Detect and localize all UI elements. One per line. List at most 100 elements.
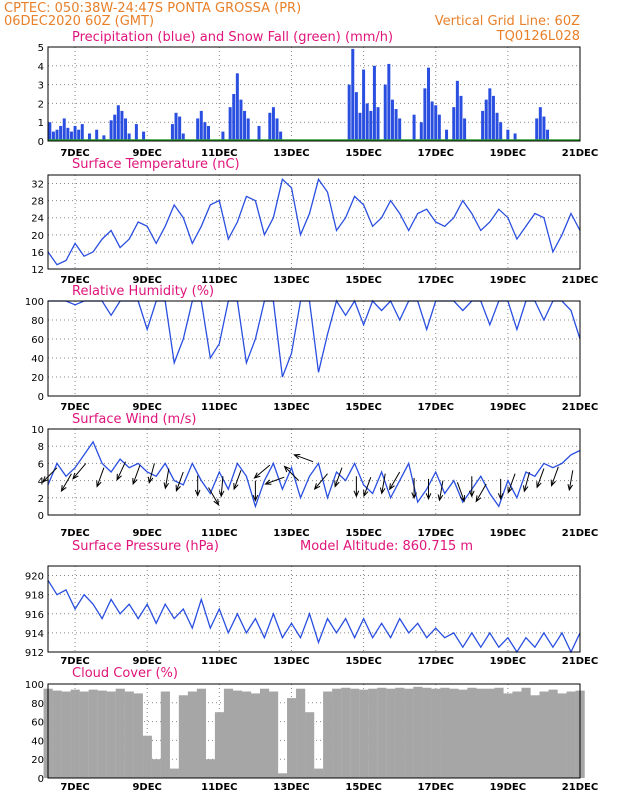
x-tick-label: 15DEC [345, 656, 381, 667]
precip-bar [87, 133, 91, 141]
wind-arrow [194, 475, 201, 497]
chart-panel-0: Precipitation (blue) and Snow Fall (gree… [38, 30, 599, 159]
precip-bar [398, 118, 402, 141]
precip-bar [362, 69, 366, 141]
cloud-bar [287, 698, 297, 778]
cloud-bar [413, 686, 423, 778]
precip-bar [538, 107, 542, 141]
x-tick-label: 21DEC [562, 528, 598, 539]
wind-arrow [313, 473, 328, 491]
cloud-bar [250, 693, 261, 778]
cloud-bar [278, 773, 288, 778]
wind-arrow [293, 454, 314, 463]
wind-arrow [363, 476, 372, 498]
wind-arrow [96, 467, 105, 488]
cloud-bar [88, 689, 98, 778]
x-tick-label: 11DEC [201, 528, 237, 539]
y-tick-label: 8 [38, 442, 44, 453]
precip-bar [463, 118, 467, 141]
x-tick-label: 9DEC [132, 402, 161, 413]
y-tick-label: 28 [31, 197, 44, 208]
precip-bar [376, 107, 380, 141]
precip-bar [203, 122, 207, 141]
chart-panel-4: Surface Pressure (hPa) Model Altitude: 86… [25, 539, 598, 667]
cloud-bar [566, 691, 576, 778]
wind-arrow [60, 473, 72, 493]
plot-frame [47, 300, 581, 397]
precip-bar [134, 124, 138, 141]
precip-bar [170, 124, 174, 141]
cloud-bar [205, 759, 216, 778]
x-tick-label: 7DEC [60, 402, 89, 413]
precip-bar [95, 129, 99, 141]
y-tick-label: 5 [38, 43, 44, 54]
precip-bar [174, 112, 178, 141]
precip-bar [499, 122, 503, 141]
cloud-bar [557, 693, 567, 778]
precip-bar [546, 129, 550, 141]
precip-bar [243, 110, 247, 141]
y-tick-label: 40 [31, 736, 44, 747]
precip-bar [423, 88, 427, 141]
wind-arrow [353, 476, 360, 498]
precip-bar [232, 94, 236, 141]
cloud-bar [97, 690, 107, 778]
precip-bar [181, 133, 185, 141]
x-tick-label: 21DEC [562, 275, 598, 286]
precip-bar [455, 80, 459, 141]
wind-arrow [163, 468, 170, 490]
cloud-bar [341, 687, 351, 778]
wind-arrow [456, 482, 466, 503]
cloud-bar [404, 688, 414, 778]
cloud-bar [368, 688, 378, 778]
precip-bar [69, 131, 73, 141]
precip-bar [354, 92, 358, 141]
wind-arrow [411, 478, 417, 500]
y-tick-label: 4 [38, 62, 44, 73]
x-tick-label: 7DEC [60, 528, 89, 539]
chart-title: Surface Wind (m/s) [72, 412, 196, 427]
wind-arrow [264, 476, 285, 485]
precip-bar [127, 133, 131, 141]
chart-subtitle: Model Altitude: 860.715 m [300, 539, 473, 554]
x-tick-label: 13DEC [273, 528, 309, 539]
cloud-bar [449, 688, 459, 778]
series-line [47, 579, 581, 654]
precip-bar [246, 118, 250, 141]
wind-arrow [507, 473, 516, 494]
wind-arrow [41, 467, 58, 483]
wind-arrow [132, 464, 141, 486]
x-tick-label: 21DEC [562, 148, 598, 159]
wind-arrow [536, 468, 545, 489]
precip-bar [207, 125, 211, 141]
precip-bar [369, 110, 373, 141]
cloud-bar [115, 688, 125, 778]
wind-arrow [425, 478, 432, 501]
precip-bar [66, 127, 70, 141]
cloud-bar [467, 687, 477, 778]
y-tick-label: 100 [25, 680, 44, 691]
cloud-bar [151, 759, 161, 778]
precip-bar [142, 131, 146, 141]
wind-arrow [497, 478, 504, 501]
y-tick-label: 80 [31, 316, 44, 327]
cloud-bar [142, 735, 152, 778]
precip-bar [55, 129, 59, 141]
precip-bar [120, 110, 124, 141]
cloud-bar [241, 691, 252, 778]
x-tick-label: 11DEC [201, 656, 237, 667]
header-grid-note: Vertical Grid Line: 60Z [435, 14, 580, 29]
precip-bar [358, 112, 362, 141]
precip-bar [506, 129, 510, 141]
y-tick-label: 24 [31, 214, 44, 225]
cloud-bar [476, 688, 486, 778]
precip-bar [109, 120, 113, 141]
precip-bar [419, 122, 423, 141]
chart-panel-1: Surface Temperature (nC) 12 16 20 24 28 32 7DEC… [31, 157, 598, 286]
cloud-bar [160, 691, 170, 778]
x-tick-label: 17DEC [418, 528, 454, 539]
y-tick-label: 4 [38, 477, 44, 488]
precip-bar [199, 110, 203, 141]
wind-arrow [379, 473, 386, 495]
precip-bar [268, 112, 272, 141]
